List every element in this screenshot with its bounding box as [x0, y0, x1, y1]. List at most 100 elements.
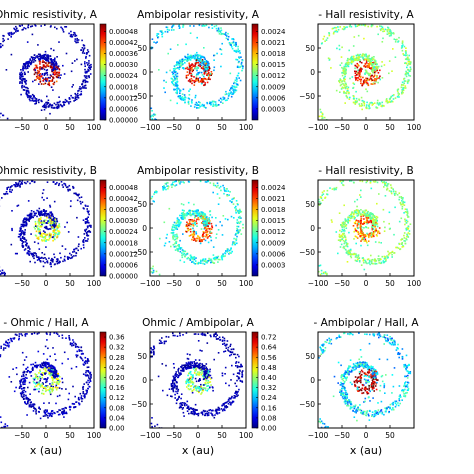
data-point: [185, 214, 188, 217]
data-point: [339, 91, 341, 93]
data-point: [61, 245, 64, 247]
data-point: [44, 56, 47, 59]
data-point: [346, 244, 348, 246]
data-point: [352, 82, 355, 84]
data-point: [70, 30, 72, 33]
data-point: [384, 28, 387, 31]
data-point: [225, 31, 227, 34]
data-point: [82, 44, 85, 46]
data-point: [206, 62, 209, 64]
data-point: [52, 83, 55, 85]
data-point: [214, 256, 217, 259]
data-point: [13, 184, 16, 186]
data-point: [32, 97, 34, 100]
data-point: [0, 421, 3, 424]
data-point: [222, 184, 224, 187]
data-point: [355, 211, 357, 214]
data-point: [177, 222, 179, 224]
data-point: [372, 218, 374, 221]
data-point: [189, 211, 191, 214]
data-point: [201, 105, 203, 107]
data-point: [391, 256, 393, 258]
data-point: [45, 239, 48, 241]
data-point: [33, 56, 35, 59]
data-point: [164, 91, 166, 94]
data-point: [82, 386, 84, 389]
data-point: [61, 27, 64, 30]
data-point: [64, 255, 66, 258]
data-point: [237, 209, 239, 212]
data-point: [2, 40, 4, 43]
data-point: [18, 235, 21, 238]
data-point: [38, 372, 40, 374]
data-point: [153, 113, 155, 116]
data-point: [173, 29, 175, 31]
data-point: [10, 36, 12, 38]
data-point: [368, 74, 371, 77]
data-point: [20, 223, 23, 226]
data-point: [405, 211, 408, 214]
data-point: [190, 105, 192, 107]
data-point: [25, 86, 27, 89]
data-point: [84, 204, 87, 207]
data-point: [53, 235, 56, 237]
data-point: [200, 222, 203, 224]
data-point: [60, 256, 62, 259]
data-point: [10, 32, 13, 34]
data-point: [184, 217, 186, 220]
data-point: [150, 115, 152, 118]
data-point: [175, 240, 178, 243]
data-point: [376, 181, 379, 184]
data-point: [372, 58, 375, 60]
data-point: [212, 100, 215, 103]
data-point: [224, 99, 227, 102]
data-point: [216, 256, 219, 259]
data-point: [401, 90, 404, 92]
data-point: [19, 381, 22, 383]
data-point: [363, 233, 365, 236]
data-point: [239, 215, 241, 218]
data-point: [43, 209, 45, 212]
data-point: [42, 79, 44, 82]
data-point: [407, 216, 409, 218]
data-point: [354, 256, 357, 258]
data-point: [22, 391, 25, 394]
data-point: [190, 67, 193, 69]
data-point: [353, 252, 356, 255]
data-point: [49, 262, 52, 264]
data-point: [49, 217, 52, 219]
data-point: [156, 33, 158, 35]
data-point: [47, 220, 49, 222]
data-point: [363, 37, 365, 40]
data-point: [369, 62, 372, 65]
data-point: [39, 232, 41, 235]
data-point: [223, 187, 225, 189]
colorbar-tick-label: 0.00000: [109, 117, 138, 125]
data-point: [36, 237, 39, 239]
data-point: [58, 387, 61, 389]
data-point: [361, 229, 364, 231]
data-point: [188, 66, 191, 68]
data-point: [367, 233, 369, 236]
data-point: [388, 72, 390, 75]
data-point: [62, 31, 65, 33]
data-point: [199, 58, 201, 60]
data-point: [361, 237, 364, 239]
data-point: [359, 24, 361, 26]
data-point: [376, 222, 379, 225]
data-point: [237, 72, 240, 75]
data-point: [60, 104, 62, 107]
data-point: [370, 61, 372, 64]
data-point: [27, 90, 30, 93]
data-point: [53, 256, 56, 259]
data-point: [365, 107, 367, 109]
data-point: [155, 118, 157, 120]
data-point: [355, 230, 357, 232]
data-point: [11, 229, 13, 232]
data-point: [175, 75, 178, 78]
data-point: [368, 214, 370, 217]
data-point: [29, 58, 31, 60]
data-point: [37, 69, 39, 72]
data-point: [200, 239, 203, 241]
data-point: [213, 54, 215, 57]
